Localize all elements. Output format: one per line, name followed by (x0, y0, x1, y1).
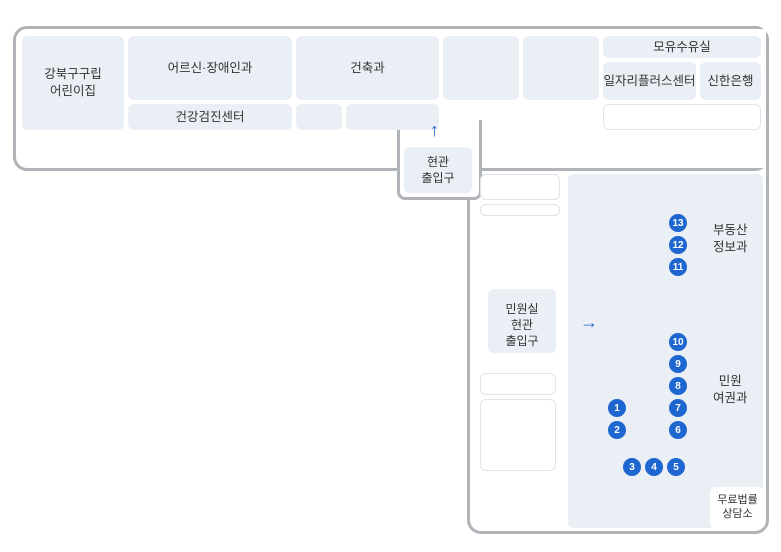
room-blank4 (346, 104, 439, 130)
service-desk-dot-13: 13 (669, 214, 687, 232)
label-realestate: 부동산 정보과 (713, 222, 748, 256)
room-eldercare: 어르신·장애인과 (128, 36, 292, 100)
service-desk-dot-9: 9 (669, 355, 687, 373)
room-daycare: 강북구구립어린이집 (22, 36, 124, 130)
label-passport-2: 여권과 (713, 391, 748, 405)
label-realestate-2: 정보과 (713, 240, 748, 254)
room-jobs: 일자리플러스센터 (603, 62, 696, 100)
civil-entrance-label-1: 민원실 (505, 302, 538, 316)
civil-entrance: 민원실 현관 출입구 (488, 289, 556, 353)
service-desk-dot-2: 2 (608, 421, 626, 439)
label-passport: 민원 여권과 (713, 373, 748, 407)
service-desk-dot-10: 10 (669, 333, 687, 351)
service-desk-dot-4: 4 (645, 458, 663, 476)
room-bank: 신한은행 (700, 62, 761, 100)
consult-label-1: 무료법률 (717, 494, 757, 506)
room-blank1 (443, 36, 519, 100)
civil-entrance-label-3: 출입구 (505, 334, 538, 348)
room-nursing: 모유수유실 (603, 36, 761, 58)
label-passport-1: 민원 (719, 374, 742, 388)
legal-consultation-room: 무료법률 상담소 (710, 487, 765, 529)
main-entrance: 현관 출입구 (404, 147, 472, 193)
arrow-right-icon: → (580, 312, 598, 333)
consult-label-2: 상담소 (722, 508, 752, 520)
ghost-room-7 (480, 399, 556, 471)
arrow-up-icon: ↑ (430, 120, 439, 141)
room-arch: 건축과 (296, 36, 439, 100)
ghost-room-6 (480, 373, 556, 395)
service-desk-dot-6: 6 (669, 421, 687, 439)
room-blank3 (296, 104, 342, 130)
room-health: 건강검진센터 (128, 104, 292, 130)
label-realestate-1: 부동산 (713, 223, 748, 237)
service-desk-dot-11: 11 (669, 258, 687, 276)
entrance-label-2: 출입구 (421, 171, 454, 185)
service-desk-dot-7: 7 (669, 399, 687, 417)
service-desk-dot-3: 3 (623, 458, 641, 476)
service-desk-dot-8: 8 (669, 377, 687, 395)
ghost-room-5 (480, 204, 560, 216)
ghost-room-0 (603, 104, 761, 130)
ghost-room-4 (480, 174, 560, 200)
room-blank2 (523, 36, 599, 100)
entrance-label-1: 현관 (427, 155, 449, 169)
floorplan-canvas: 강북구구립어린이집어르신·장애인과건축과 일자리플러스센터 모유수유실신한은행건강검… (0, 0, 781, 552)
service-desk-dot-12: 12 (669, 236, 687, 254)
service-desk-dot-1: 1 (608, 399, 626, 417)
service-desk-dot-5: 5 (667, 458, 685, 476)
civil-entrance-label-2: 현관 (511, 318, 533, 332)
